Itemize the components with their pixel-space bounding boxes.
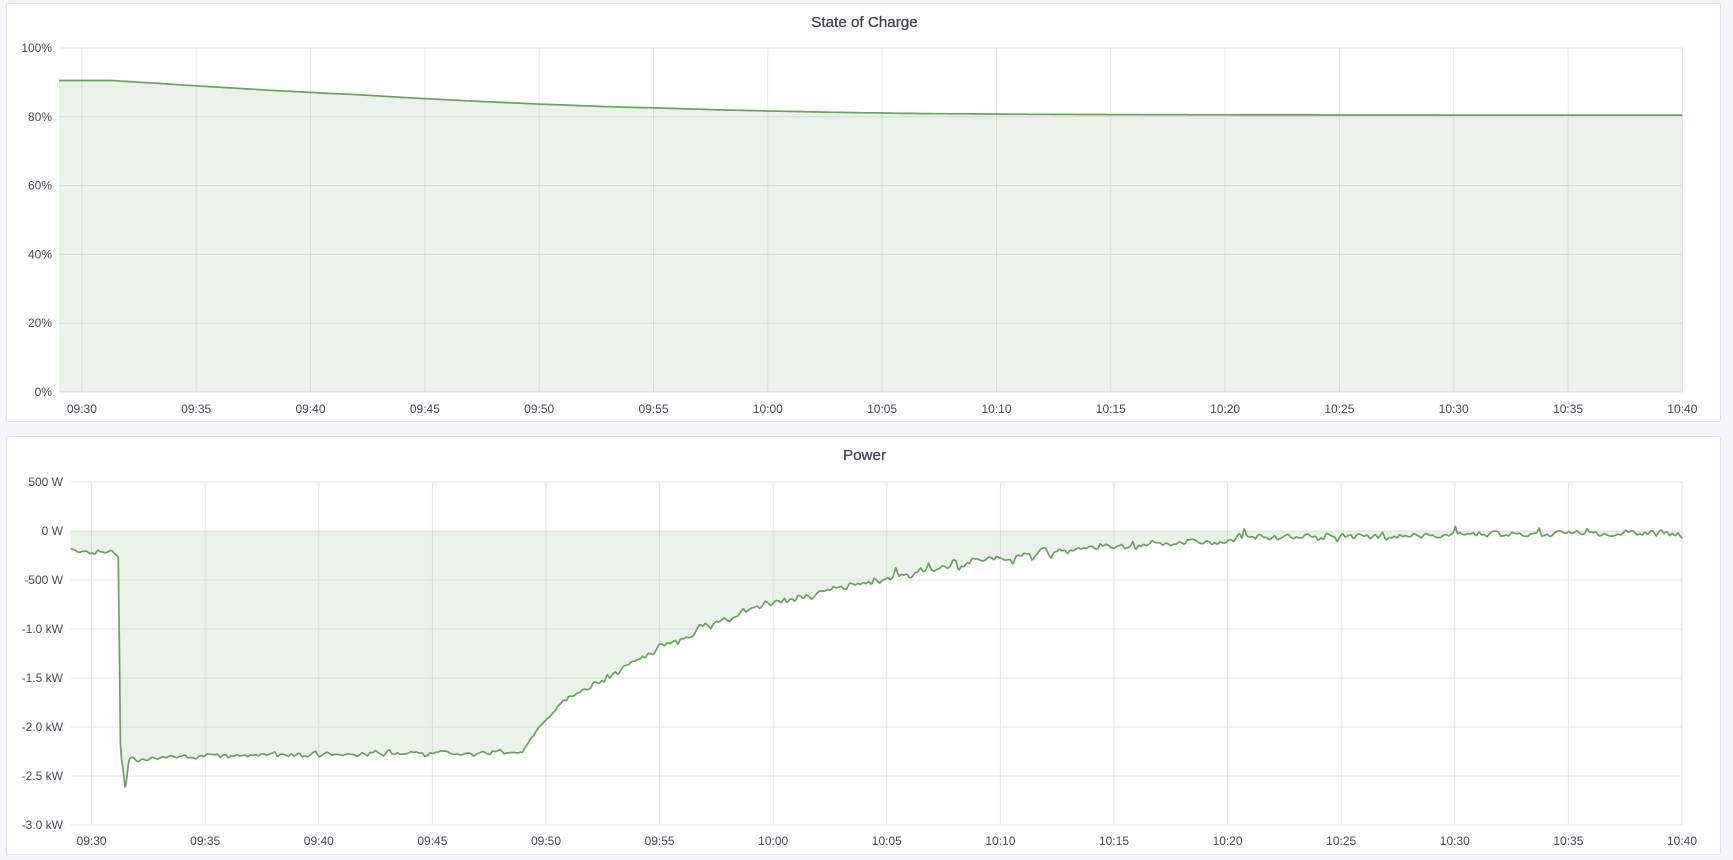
svg-text:State of Charge: State of Charge	[811, 14, 917, 31]
svg-text:10:40: 10:40	[1667, 834, 1697, 848]
svg-text:10:00: 10:00	[753, 402, 783, 416]
svg-text:-2.5 kW: -2.5 kW	[22, 769, 64, 783]
svg-text:20%: 20%	[28, 316, 52, 330]
svg-text:10:40: 10:40	[1667, 402, 1697, 416]
svg-text:500 W: 500 W	[28, 475, 63, 489]
svg-text:10:10: 10:10	[985, 834, 1015, 848]
svg-text:10:35: 10:35	[1553, 402, 1583, 416]
svg-text:-1.0 kW: -1.0 kW	[22, 622, 64, 636]
svg-text:10:05: 10:05	[872, 834, 902, 848]
svg-text:10:05: 10:05	[867, 402, 897, 416]
svg-text:09:50: 09:50	[524, 402, 554, 416]
svg-text:-3.0 kW: -3.0 kW	[22, 818, 64, 832]
svg-text:10:30: 10:30	[1439, 402, 1469, 416]
svg-text:10:20: 10:20	[1210, 402, 1240, 416]
svg-text:0 W: 0 W	[42, 524, 64, 538]
svg-text:10:20: 10:20	[1213, 834, 1243, 848]
svg-text:09:45: 09:45	[410, 402, 440, 416]
svg-text:09:55: 09:55	[638, 402, 668, 416]
svg-text:-500 W: -500 W	[24, 573, 63, 587]
svg-text:10:25: 10:25	[1324, 402, 1354, 416]
svg-text:10:30: 10:30	[1440, 834, 1470, 848]
svg-text:-2.0 kW: -2.0 kW	[22, 720, 64, 734]
svg-text:0%: 0%	[35, 385, 53, 399]
svg-text:09:40: 09:40	[295, 402, 325, 416]
svg-text:09:55: 09:55	[645, 834, 675, 848]
svg-text:09:35: 09:35	[190, 834, 220, 848]
svg-text:60%: 60%	[28, 179, 52, 193]
svg-text:10:00: 10:00	[758, 834, 788, 848]
svg-text:09:50: 09:50	[531, 834, 561, 848]
svg-text:10:25: 10:25	[1326, 834, 1356, 848]
svg-text:09:45: 09:45	[417, 834, 447, 848]
svg-text:Power: Power	[843, 447, 886, 464]
svg-text:-1.5 kW: -1.5 kW	[22, 671, 64, 685]
svg-text:40%: 40%	[28, 247, 52, 261]
svg-text:10:15: 10:15	[1096, 402, 1126, 416]
svg-text:10:10: 10:10	[981, 402, 1011, 416]
svg-text:09:30: 09:30	[67, 402, 97, 416]
svg-text:80%: 80%	[28, 110, 52, 124]
svg-text:09:30: 09:30	[77, 834, 107, 848]
svg-text:09:35: 09:35	[181, 402, 211, 416]
svg-text:10:35: 10:35	[1553, 834, 1583, 848]
svg-text:09:40: 09:40	[304, 834, 334, 848]
svg-text:10:15: 10:15	[1099, 834, 1129, 848]
svg-text:100%: 100%	[21, 41, 52, 55]
